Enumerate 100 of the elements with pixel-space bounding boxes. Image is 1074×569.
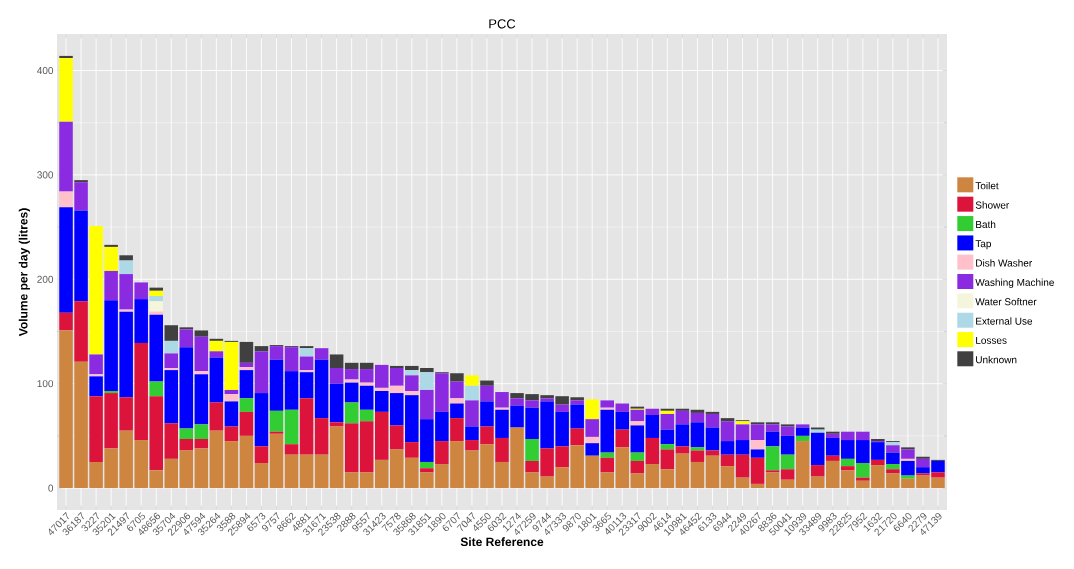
bar: [254, 393, 269, 447]
bar: [89, 354, 103, 375]
legend-label: Water Softner: [975, 297, 1037, 306]
bar: [841, 466, 855, 471]
bar: [299, 454, 314, 489]
bar: [314, 454, 329, 489]
legend-label: External Use: [976, 317, 1033, 325]
bar: [104, 244, 118, 247]
bar: [585, 419, 599, 437]
bar: [239, 341, 254, 363]
bar: [344, 369, 359, 380]
bar: [630, 452, 645, 461]
legend-label: Dish Washer: [976, 259, 1033, 267]
bar: [735, 454, 750, 478]
bar: [194, 448, 209, 489]
bar: [600, 407, 615, 410]
bar: [660, 449, 675, 470]
bar: [209, 357, 224, 403]
bar: [465, 375, 479, 386]
bar: [299, 398, 314, 455]
bar: [585, 399, 599, 420]
bar: [284, 454, 299, 489]
bar: [765, 470, 780, 473]
bar: [239, 370, 254, 399]
bar: [254, 351, 269, 394]
bar: [59, 55, 73, 58]
bar: [179, 450, 194, 489]
bar: [224, 426, 239, 442]
bar: [795, 441, 810, 489]
bar: [119, 255, 133, 261]
bar: [359, 472, 374, 489]
bar: [179, 329, 194, 348]
y-tick-label: 400: [37, 66, 54, 75]
bar: [284, 409, 299, 445]
bar: [314, 418, 329, 455]
bar: [344, 362, 359, 370]
bar: [645, 408, 660, 415]
bar: [750, 457, 765, 484]
bar: [119, 260, 133, 275]
legend-label: Unknown: [976, 355, 1017, 364]
bar: [765, 424, 780, 432]
bar: [224, 441, 239, 489]
bar: [765, 431, 780, 447]
bar: [450, 373, 464, 382]
bar: [795, 424, 810, 428]
bar: [825, 455, 840, 461]
bar: [179, 428, 194, 440]
bar: [164, 353, 179, 369]
bar: [299, 356, 314, 371]
bar: [269, 431, 284, 434]
bar: [675, 410, 690, 425]
bar: [465, 426, 479, 441]
bar: [675, 453, 690, 489]
bar: [254, 463, 269, 489]
bar: [555, 404, 569, 412]
bar: [269, 359, 284, 411]
bar: [645, 415, 660, 438]
bar: [886, 469, 900, 474]
bar: [254, 346, 269, 352]
bar: [810, 476, 825, 489]
bar: [209, 402, 224, 431]
bar: [420, 468, 434, 473]
bar: [615, 411, 630, 430]
bar: [765, 472, 780, 489]
bar: [74, 180, 88, 183]
bar: [284, 371, 299, 410]
bar: [720, 421, 735, 442]
bar: [615, 447, 630, 489]
y-tick-label: 300: [37, 171, 54, 179]
bar: [224, 341, 239, 390]
bar: [179, 439, 194, 451]
bar: [495, 407, 509, 410]
bar: [645, 437, 660, 465]
x-axis-title: Site Reference: [460, 537, 544, 547]
bar: [359, 409, 374, 422]
bar: [856, 477, 870, 481]
bar: [720, 454, 735, 467]
bar: [164, 368, 179, 371]
bar: [284, 347, 299, 372]
bar: [615, 403, 630, 412]
bar: [450, 398, 464, 404]
bar: [690, 461, 705, 489]
bar: [585, 436, 599, 444]
bar: [435, 441, 449, 465]
bar: [780, 469, 795, 480]
bar: [735, 477, 750, 489]
bar: [194, 330, 209, 337]
bar: [269, 346, 284, 360]
bar: [224, 394, 239, 402]
bar: [765, 446, 780, 471]
bar: [239, 435, 254, 489]
bar: [194, 424, 209, 440]
bar: [810, 465, 825, 477]
bar: [344, 423, 359, 473]
bar: [59, 58, 73, 122]
bar: [149, 301, 163, 312]
bar: [570, 428, 584, 446]
y-axis-title: Volume per day (litres): [18, 208, 30, 337]
bar: [750, 440, 765, 450]
bar: [916, 458, 930, 468]
